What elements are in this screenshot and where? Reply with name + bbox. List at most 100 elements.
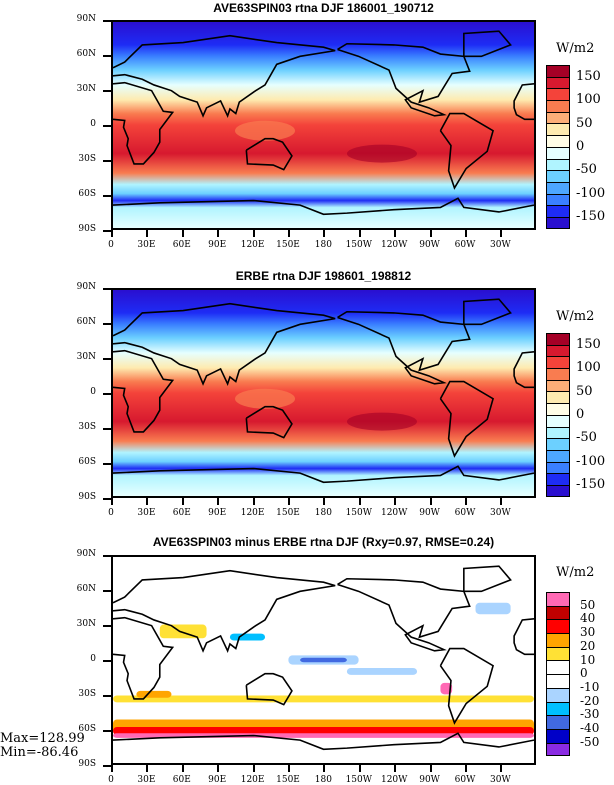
lat-tick — [103, 55, 111, 57]
lon-label: 150W — [345, 508, 373, 518]
lon-tick — [394, 765, 397, 772]
lon-label: 180 — [314, 240, 332, 250]
lon-tick — [288, 765, 290, 772]
lon-label: 60E — [172, 775, 191, 785]
lat-label: 60S — [78, 724, 96, 734]
field-shading — [346, 668, 418, 675]
colorbar-label: 150 — [576, 336, 601, 352]
colorbar-label: 0 — [580, 666, 588, 681]
field-shading — [475, 602, 511, 615]
colorbar-label: -50 — [580, 734, 600, 749]
coastline-namerica — [337, 310, 471, 385]
colorbar-box — [546, 111, 570, 124]
colorbar-box — [546, 216, 570, 229]
lon-label: 30W — [490, 775, 511, 785]
colorbar-box — [546, 158, 570, 171]
colorbar-label: 50 — [576, 383, 593, 399]
lat-tick — [103, 90, 111, 92]
lon-tick — [288, 498, 290, 505]
colorbar-box — [546, 368, 570, 380]
coastline-africaw — [513, 351, 534, 389]
lat-label: 30N — [76, 352, 96, 362]
field-shading — [136, 690, 172, 698]
colorbar-box — [546, 674, 570, 688]
colorbar — [546, 592, 570, 757]
colorbar-unit: W/m2 — [556, 565, 595, 580]
field-shading — [229, 633, 266, 641]
coastline-africaw — [513, 618, 534, 656]
colorbar-label: 30 — [580, 625, 596, 640]
coastline-samerica — [439, 112, 495, 190]
lon-tick — [429, 765, 432, 772]
lon-label: 30W — [490, 508, 511, 518]
colorbar-box — [546, 473, 570, 485]
colorbar-box — [546, 701, 570, 716]
lon-tick — [500, 498, 503, 505]
lat-label: 0 — [90, 119, 96, 129]
lon-tick — [217, 765, 220, 772]
colorbar-box — [546, 379, 570, 392]
lat-tick — [103, 230, 111, 232]
lat-label: 0 — [90, 654, 96, 664]
colorbar-box — [546, 742, 570, 757]
colorbar-box — [546, 403, 570, 415]
colorbar-box — [546, 449, 570, 462]
field-shading — [346, 412, 417, 431]
panel-title: AVE63SPIN03 minus ERBE rtna DJF (Rxy=0.9… — [152, 535, 495, 549]
colorbar-label: 0 — [576, 138, 585, 154]
coastline-australia — [245, 672, 293, 706]
colorbar-label: 150 — [576, 68, 601, 84]
field-shading — [346, 144, 417, 163]
colorbar-label: -100 — [576, 453, 606, 469]
colorbar-box — [546, 646, 570, 661]
lon-label: 180 — [314, 508, 332, 518]
lon-tick — [394, 230, 397, 237]
colorbar-label: -150 — [576, 209, 606, 225]
lon-label: 120E — [240, 240, 265, 250]
field-shading — [113, 695, 534, 703]
lat-label: 90N — [76, 549, 96, 559]
lon-tick — [111, 765, 113, 772]
coastline-australia — [245, 405, 293, 439]
map-panel — [111, 20, 536, 230]
lat-label: 0 — [90, 387, 96, 397]
lon-tick — [252, 230, 255, 237]
colorbar — [546, 333, 570, 497]
lat-label: 30S — [78, 154, 96, 164]
colorbar-box — [546, 76, 570, 89]
lat-tick — [103, 20, 111, 22]
colorbar-box — [546, 687, 570, 702]
colorbar-box — [546, 461, 570, 474]
coastline-africa — [113, 616, 175, 700]
map-panel — [111, 555, 536, 765]
coastline-greenland — [463, 565, 512, 593]
colorbar-box — [546, 660, 570, 675]
lon-label: 150E — [276, 240, 300, 250]
colorbar-label: -40 — [580, 721, 600, 735]
lon-label: 90E — [208, 508, 227, 518]
coastline-samerica — [439, 647, 495, 725]
colorbar-label: -50 — [576, 162, 597, 178]
field-shading — [235, 388, 296, 409]
colorbar-box — [546, 123, 570, 136]
lon-label: 150E — [276, 775, 300, 785]
colorbar-label: 100 — [576, 92, 601, 108]
lat-label: 60N — [76, 49, 96, 59]
colorbar-label: 20 — [580, 638, 596, 653]
lat-label: 30N — [76, 619, 96, 629]
colorbar-label: -100 — [576, 185, 606, 201]
lon-tick — [500, 765, 503, 772]
colorbar-label: 50 — [576, 115, 593, 131]
coastline-antarctica — [113, 732, 534, 751]
lon-tick — [217, 230, 220, 237]
coastline-africa — [113, 81, 175, 165]
lon-tick — [288, 230, 290, 237]
colorbar-label: 100 — [576, 360, 601, 376]
lat-label: 90S — [78, 224, 96, 234]
colorbar-box — [546, 356, 570, 369]
lon-tick — [358, 765, 361, 772]
lat-tick — [103, 625, 111, 627]
colorbar-box — [546, 205, 570, 217]
lat-tick — [103, 195, 111, 197]
lon-tick — [181, 498, 184, 505]
